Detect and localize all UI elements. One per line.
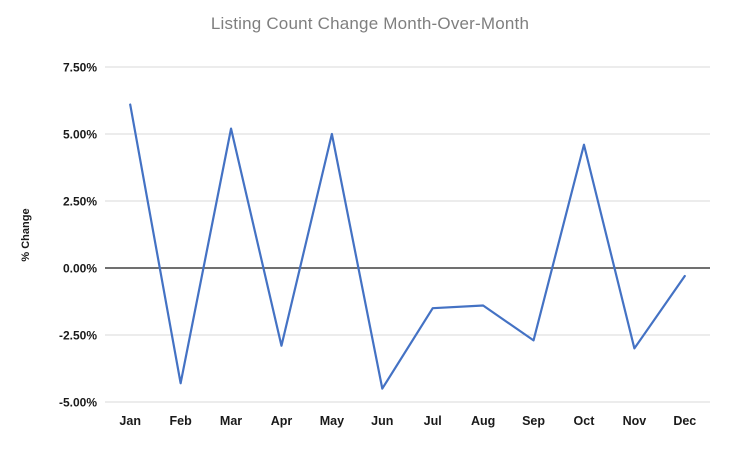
x-tick-label: Nov <box>623 414 647 428</box>
y-tick-label: -5.00% <box>59 396 97 410</box>
x-tick-label: Dec <box>673 414 696 428</box>
y-tick-label: 0.00% <box>63 262 97 276</box>
x-tick-label: Mar <box>220 414 242 428</box>
y-tick-label: -2.50% <box>59 329 97 343</box>
x-tick-label: Jun <box>371 414 393 428</box>
data-series-line <box>129 103 686 390</box>
x-tick-label: Jan <box>119 414 141 428</box>
y-tick-label: 2.50% <box>63 195 97 209</box>
x-tick-label: Apr <box>271 414 293 428</box>
y-tick-label: 7.50% <box>63 61 97 75</box>
y-tick-label: 5.00% <box>63 128 97 142</box>
x-tick-label: May <box>320 414 344 428</box>
x-tick-label: Oct <box>574 414 596 428</box>
x-tick-label: Sep <box>522 414 545 428</box>
x-tick-label: Jul <box>424 414 442 428</box>
x-tick-label: Aug <box>471 414 495 428</box>
chart-title: Listing Count Change Month-Over-Month <box>210 14 530 33</box>
x-tick-label: Feb <box>170 414 193 428</box>
